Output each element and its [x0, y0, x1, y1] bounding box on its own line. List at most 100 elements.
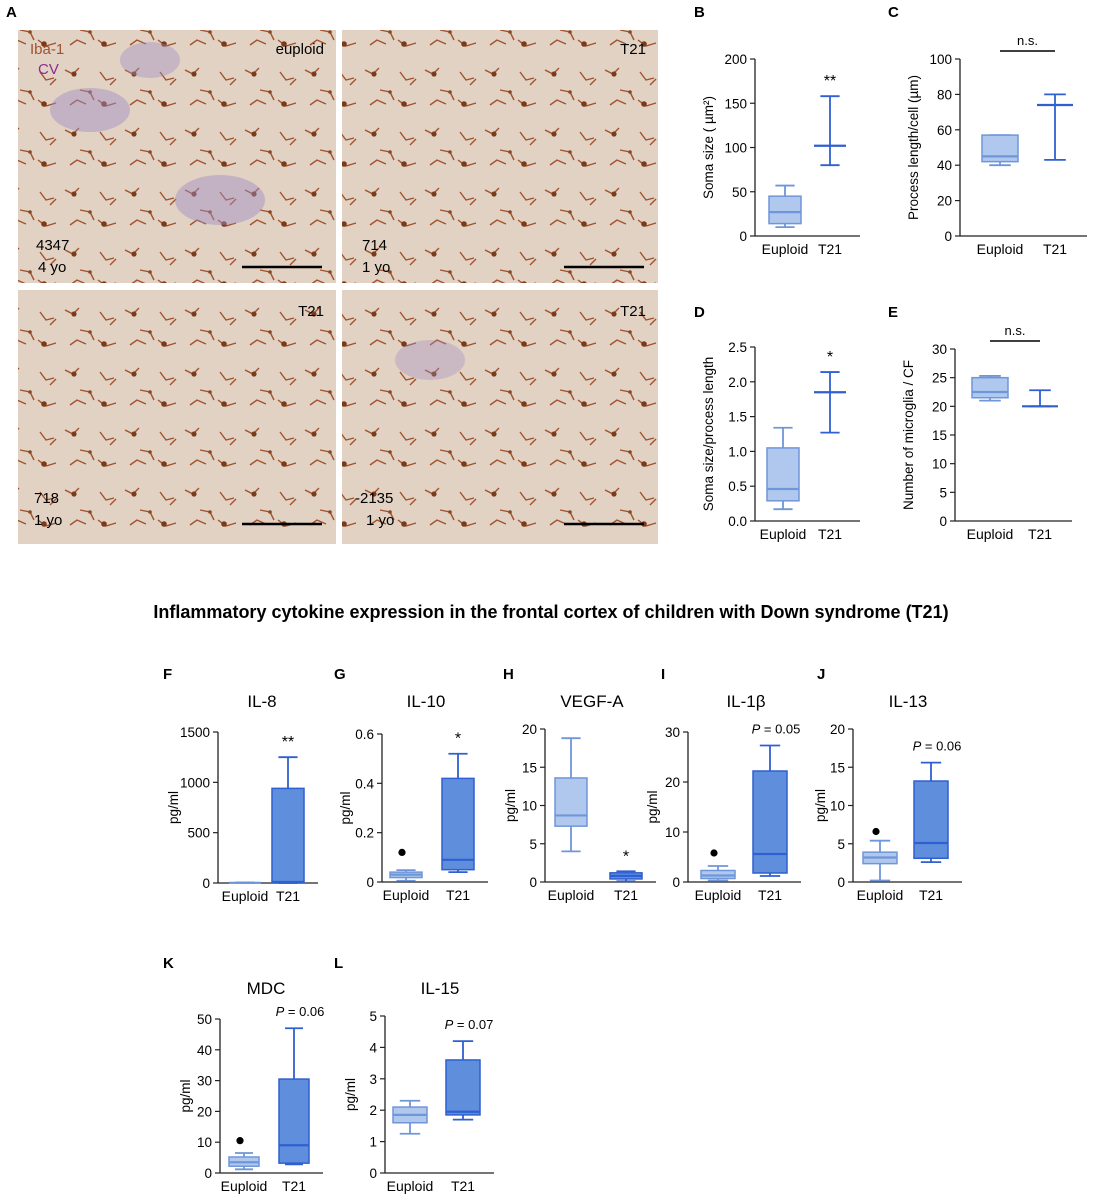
x-tick-label-d: Euploid	[760, 526, 807, 542]
x-tick-label-l: Euploid	[387, 1178, 434, 1194]
t21-box-g-iqr	[441, 777, 475, 871]
y-tick-label-f: 1500	[180, 725, 210, 740]
chart-panel-i: I IL-1β 0 10 20 30 pg/ml Euploid T21 P = 0.05	[645, 666, 801, 903]
y-tick-label-i: 30	[665, 725, 680, 740]
y-tick-label-e: 5	[939, 485, 947, 500]
y-tick-label-b: 0	[739, 229, 747, 244]
x-tick-label-g: Euploid	[383, 887, 430, 903]
tile-3-id: 718	[34, 490, 59, 507]
y-tick-label-k: 20	[197, 1104, 212, 1119]
t21-box-f	[271, 756, 305, 884]
panel-letter-g: G	[334, 666, 346, 683]
euploid-box-l	[392, 1099, 428, 1135]
y-tick-label-k: 50	[197, 1012, 212, 1027]
micrograph-image-3	[18, 290, 336, 544]
y-tick-label-l: 2	[369, 1103, 377, 1118]
euploid-box-c	[981, 134, 1019, 167]
micrograph-tile-2: T21 714 1 yo	[342, 30, 658, 283]
panel-letter-k: K	[163, 955, 174, 972]
y-axis-label-d: Soma size/process length	[701, 357, 716, 512]
y-tick-label-g: 0.4	[355, 776, 374, 791]
euploid-box-c-iqr	[981, 134, 1019, 163]
tile-1-label: euploid	[276, 41, 324, 58]
y-tick-label-j: 0	[837, 875, 845, 890]
x-tick-label-k: Euploid	[221, 1178, 268, 1194]
x-tick-label-b: Euploid	[762, 241, 809, 257]
euploid-box-g	[389, 848, 423, 882]
t21-box-g	[441, 752, 475, 874]
tile-2-age: 1 yo	[362, 259, 390, 276]
euploid-box-d	[766, 426, 800, 511]
tile-1-age: 4 yo	[38, 259, 66, 276]
y-tick-label-f: 0	[202, 876, 210, 891]
euploid-box-b	[768, 184, 802, 229]
euploid-box-d-iqr	[766, 447, 800, 502]
panel-letter-f: F	[163, 666, 172, 683]
y-axis-label-f: pg/ml	[166, 791, 181, 824]
euploid-box-i-outlier	[710, 849, 718, 857]
tile-4-label: T21	[620, 303, 646, 320]
x-tick-label-j: T21	[919, 887, 943, 903]
tile-4-age: 1 yo	[366, 512, 394, 529]
euploid-box-e	[971, 375, 1009, 402]
panel-letter-d: D	[694, 304, 705, 321]
x-tick-label-f: Euploid	[222, 888, 269, 904]
micrograph-image-2	[342, 30, 658, 283]
y-tick-label-e: 0	[939, 514, 947, 529]
y-tick-label-l: 1	[369, 1135, 377, 1150]
y-tick-label-b: 50	[732, 185, 747, 200]
y-tick-label-b: 100	[724, 141, 747, 156]
panel-letter-l: L	[334, 955, 343, 972]
x-tick-label-b: T21	[818, 241, 842, 257]
chart-panel-b: B 0 50 100 150 200 Soma size ( µm²) Euploid T21 *…	[694, 4, 860, 257]
y-tick-label-h: 15	[522, 760, 537, 775]
chart-panel-k: K MDC 0 10 20 30 40 50 pg/ml Euploid T21 P = 0.06	[163, 955, 324, 1194]
y-tick-label-d: 1.5	[728, 410, 747, 425]
t21-box-c	[1037, 93, 1073, 161]
y-tick-label-l: 3	[369, 1072, 377, 1087]
y-tick-label-l: 5	[369, 1009, 377, 1024]
y-tick-label-h: 5	[529, 837, 537, 852]
main-title: Inflammatory cytokine expression in the …	[153, 602, 948, 622]
y-axis-label-j: pg/ml	[813, 789, 828, 822]
euploid-box-k	[228, 1137, 260, 1171]
y-tick-label-c: 0	[944, 229, 952, 244]
y-tick-label-d: 2.5	[728, 340, 747, 355]
significance-label-f: **	[282, 734, 294, 751]
y-tick-label-l: 4	[369, 1040, 377, 1055]
x-tick-label-c: Euploid	[977, 241, 1024, 257]
panel-letter-e: E	[888, 304, 898, 321]
y-tick-label-e: 30	[932, 342, 947, 357]
t21-box-e	[1022, 389, 1058, 408]
euploid-box-e-iqr	[971, 376, 1009, 399]
chart-title-i: IL-1β	[726, 692, 765, 711]
y-axis-label-h: pg/ml	[503, 789, 518, 822]
p-value-label-i: P = 0.05	[752, 722, 801, 737]
x-tick-label-k: T21	[282, 1178, 306, 1194]
y-tick-label-i: 10	[665, 825, 680, 840]
x-tick-label-f: T21	[276, 888, 300, 904]
y-tick-label-d: 2.0	[728, 375, 747, 390]
y-tick-label-i: 0	[672, 875, 680, 890]
x-tick-label-h: T21	[614, 887, 638, 903]
y-tick-label-e: 25	[932, 371, 947, 386]
chart-panel-f: F IL-8 0 500 1000 1500 pg/ml Euploid T21 **	[163, 666, 318, 904]
y-tick-label-c: 80	[937, 87, 952, 102]
y-tick-label-d: 0.5	[728, 479, 747, 494]
micrograph-tile-4: T21 -2135 1 yo	[342, 290, 658, 544]
t21-box-b	[814, 95, 846, 167]
significance-label-c: n.s.	[1017, 33, 1038, 48]
chart-panel-c: C 0 20 40 60 80 100 Process length/cell (µm) Eup…	[888, 4, 1087, 257]
chart-panel-g: G IL-10 0 0.2 0.4 0.6 pg/ml Euploid T21 *	[334, 666, 488, 903]
y-tick-label-j: 10	[830, 799, 845, 814]
chart-panel-j: J IL-13 0 5 10 15 20 pg/ml Euploid T21 P = 0.06	[813, 666, 962, 903]
x-tick-label-d: T21	[818, 526, 842, 542]
t21-box-j-iqr	[913, 780, 949, 860]
y-axis-label-i: pg/ml	[645, 790, 660, 823]
euploid-box-f	[229, 881, 261, 884]
significance-label-b: **	[824, 73, 836, 90]
x-tick-label-l: T21	[451, 1178, 475, 1194]
t21-box-i	[752, 744, 788, 877]
t21-box-l-iqr	[445, 1059, 481, 1116]
y-tick-label-k: 10	[197, 1135, 212, 1150]
